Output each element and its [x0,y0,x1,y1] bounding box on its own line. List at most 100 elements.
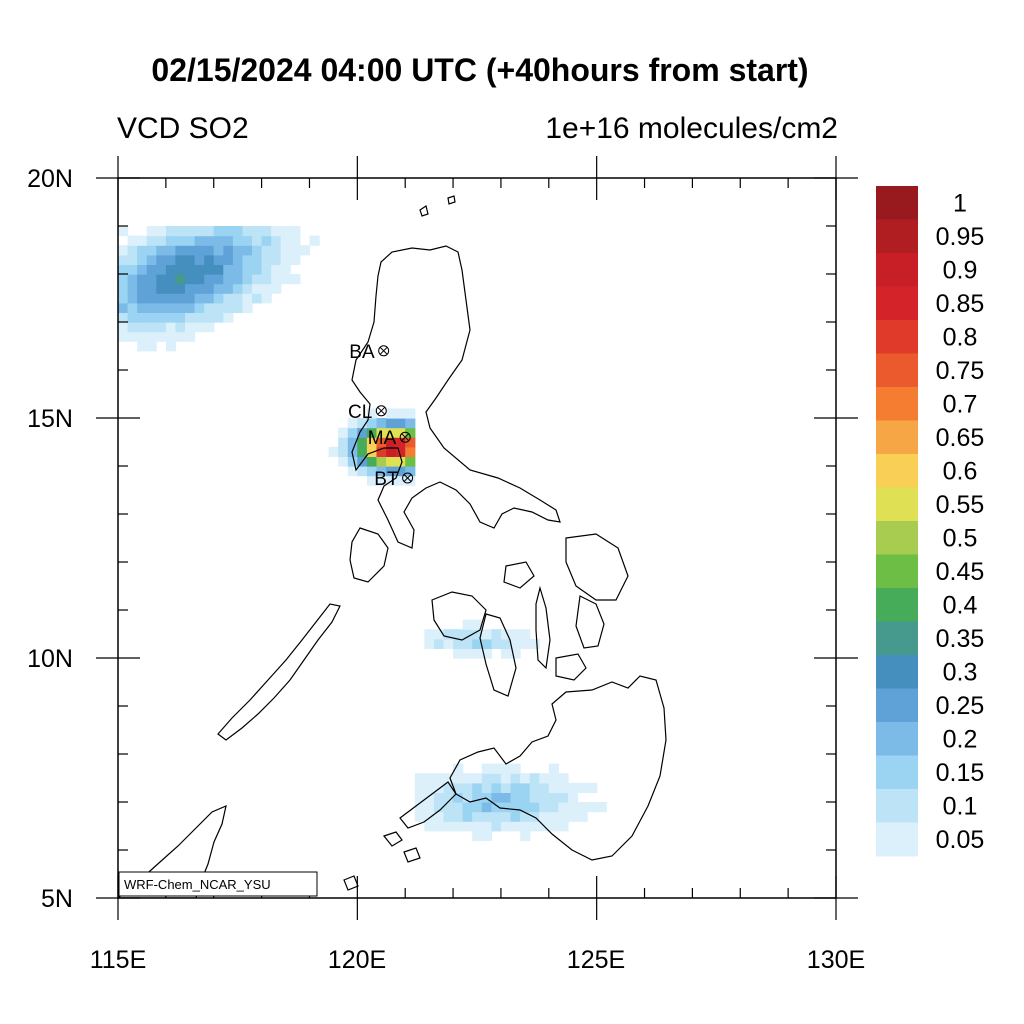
field-cell [156,322,167,333]
model-credit: WRF-Chem_NCAR_YSU [118,871,318,897]
y-tick-label: 20N [27,165,73,193]
field-cell [472,773,483,784]
field-cell [127,283,138,294]
field-cell [338,456,349,467]
field-cell [405,418,416,429]
field-cell [213,274,224,285]
colorbar-swatch [876,219,918,254]
field-cell [424,773,435,784]
field-cell [395,446,406,457]
colorbar-label: 0.2 [943,726,978,754]
palawan-coast [217,603,341,741]
field-cell [118,283,129,294]
zamboanga-coast [399,781,457,829]
colorbar-swatch [876,487,918,522]
field-cell [587,782,598,793]
field-cell [280,274,291,285]
field-cell [280,245,291,256]
field-cell [395,437,406,448]
field-cell [137,274,148,285]
field-cell [443,802,454,813]
field-cell [529,811,540,822]
field-cell [424,811,435,822]
field-cell [529,782,540,793]
field-cell [376,446,387,457]
x-tick-label: 125E [567,946,625,974]
field-cell [376,437,387,448]
x-tick-label: 130E [807,946,865,974]
field-cell [548,821,559,832]
field-cell [366,437,378,448]
field-cell [347,418,358,429]
colorbar-label: 0.7 [943,391,978,419]
field-cell [491,802,502,813]
field-cell [520,638,531,649]
field-cell [137,254,148,265]
field-cell [443,638,454,649]
field-cell [165,274,177,285]
field-cell [443,773,454,784]
field-cell [328,446,339,457]
field-cell [185,293,196,304]
field-cell [146,254,157,265]
field-cell [596,802,607,813]
field-cell [213,283,224,294]
field-cell [462,802,473,813]
field-cell [127,293,138,304]
field-cell [290,245,301,256]
field-cell [118,302,129,313]
field-cell [558,802,569,813]
colorbar-swatch [876,253,918,287]
field-cell [175,264,186,275]
field-cell [290,226,301,237]
field-cell [366,475,378,486]
field-cell [204,274,215,285]
field-cell [194,235,205,246]
field-cell [548,782,559,793]
field-cell [242,302,253,313]
field-cell [481,638,492,649]
colorbar-swatch [876,621,918,656]
field-cell [261,254,272,265]
field-cell [232,293,244,304]
field-cell [386,446,397,457]
field-cell [290,274,301,285]
y-tick-label: 5N [41,885,73,913]
field-cell [577,811,588,822]
field-cell [223,274,234,285]
field-cell [175,283,186,294]
field-cell [510,763,521,774]
field-cell [481,802,492,813]
field-cell [185,254,196,265]
field-cell [146,226,157,237]
field-cell [118,331,129,342]
field-cell [156,226,167,237]
field-cell [175,331,186,342]
field-cell [472,638,483,649]
colorbar-swatch [876,655,918,689]
field-cell [500,821,512,832]
colorbar-swatch [876,353,918,388]
field-cell [424,821,435,832]
panay-coast [431,591,487,641]
field-cell [386,427,397,438]
site-symbol [378,345,390,357]
field-cell [232,302,244,313]
field-cell [185,235,196,246]
bohol-coast [555,653,587,681]
field-cell [433,792,445,803]
site-marker-ba: BA [349,342,390,363]
field-cell [185,274,196,285]
field-cell [558,821,569,832]
negros-coast [479,613,517,697]
field-cell [242,283,253,294]
field-cell [347,456,358,467]
field-cell [500,773,512,784]
field-cell [223,254,234,265]
field-cell [204,264,215,275]
field-cell [443,782,454,793]
field-cell [194,322,205,333]
field-cell [424,782,435,793]
field-cell [137,331,148,342]
field-cell [558,792,569,803]
